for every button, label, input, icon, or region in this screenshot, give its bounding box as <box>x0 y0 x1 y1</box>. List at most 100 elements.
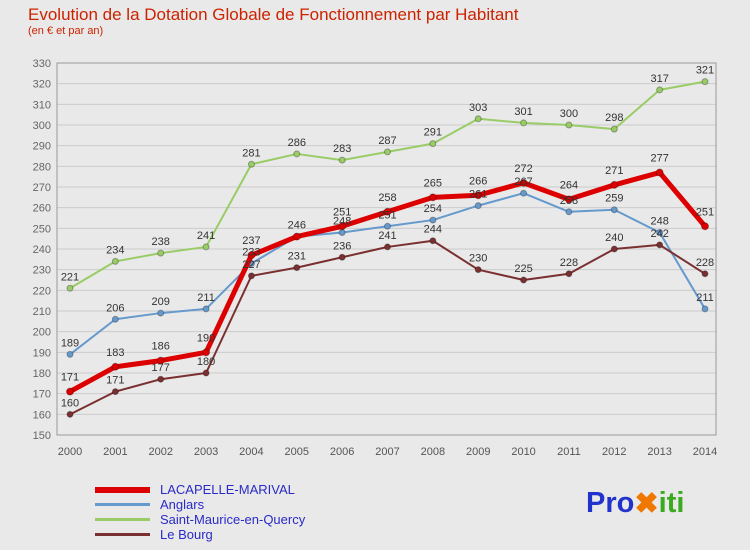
legend-label: Anglars <box>160 497 205 512</box>
y-tick-label: 240 <box>33 244 51 256</box>
data-point-le-bourg <box>247 272 255 280</box>
data-label: 259 <box>605 193 623 205</box>
data-label: 291 <box>424 127 442 139</box>
data-label: 238 <box>152 236 170 248</box>
legend-swatch-le-bourg <box>95 533 150 536</box>
data-label: 321 <box>696 65 714 77</box>
data-point-anglars <box>384 222 391 230</box>
data-point-anglars <box>656 228 664 236</box>
y-tick-label: 300 <box>33 120 51 132</box>
data-label: 271 <box>605 165 623 177</box>
data-point-saint-maurice-en-quercy <box>565 121 573 129</box>
x-tick-label: 2001 <box>103 446 127 458</box>
y-tick-label: 220 <box>33 285 51 297</box>
data-point-saint-maurice-en-quercy <box>429 140 437 148</box>
x-tick-label: 2005 <box>285 446 309 458</box>
proxiti-logo: Pro✖iti <box>586 486 684 521</box>
data-point-le-bourg <box>610 245 618 253</box>
data-label: 254 <box>424 203 442 215</box>
data-point-le-bourg <box>338 253 346 261</box>
data-point-saint-maurice-en-quercy <box>111 257 119 265</box>
data-label: 258 <box>378 192 396 204</box>
data-point-lacapelle-marival <box>111 362 120 371</box>
logo-text-iti: iti <box>658 487 685 519</box>
legend-item-saint-maurice-en-quercy: Saint-Maurice-en-Quercy <box>95 512 305 527</box>
data-label: 258 <box>560 195 578 207</box>
data-label: 251 <box>696 206 714 218</box>
data-label: 248 <box>650 215 668 227</box>
y-tick-label: 320 <box>33 79 51 91</box>
data-label: 228 <box>560 257 578 269</box>
data-point-le-bourg <box>384 243 391 251</box>
x-tick-label: 2014 <box>693 446 717 458</box>
y-tick-label: 210 <box>33 306 51 318</box>
x-tick-label: 2008 <box>421 446 445 458</box>
chart-subtitle: (en € et par an) <box>28 25 104 38</box>
data-point-lacapelle-marival <box>156 356 165 365</box>
data-point-lacapelle-marival <box>564 195 573 204</box>
data-label: 186 <box>152 341 170 353</box>
data-point-anglars <box>111 315 119 323</box>
data-point-anglars <box>66 350 74 358</box>
data-point-le-bourg <box>111 388 119 396</box>
series-line-le-bourg <box>69 239 706 416</box>
data-label: 225 <box>514 263 532 275</box>
y-tick-label: 230 <box>33 265 51 277</box>
x-tick-label: 2004 <box>239 446 263 458</box>
data-label: 221 <box>61 271 79 283</box>
data-label: 233 <box>242 246 260 258</box>
data-label: 227 <box>242 259 260 271</box>
data-point-le-bourg <box>656 241 664 249</box>
data-label: 183 <box>106 347 124 359</box>
y-tick-label: 260 <box>33 203 51 215</box>
data-point-le-bourg <box>157 375 165 383</box>
data-label: 234 <box>106 244 124 256</box>
y-tick-label: 160 <box>33 409 51 421</box>
data-point-lacapelle-marival <box>66 387 74 396</box>
data-point-saint-maurice-en-quercy <box>384 148 391 156</box>
legend-item-anglars: Anglars <box>95 497 305 512</box>
data-label: 303 <box>469 102 487 114</box>
legend-label: Le Bourg <box>160 527 213 542</box>
data-point-lacapelle-marival <box>610 180 619 189</box>
x-tick-label: 2003 <box>194 446 218 458</box>
y-tick-label: 330 <box>33 58 51 70</box>
chart-title: Evolution de la Dotation Globale de Fonc… <box>28 5 519 24</box>
line-chart: 150 160 170 180 190 200 210 220 230 240 250 260 270 2… <box>0 40 750 510</box>
data-label: 241 <box>378 230 396 242</box>
data-label: 180 <box>197 356 215 368</box>
data-point-saint-maurice-en-quercy <box>66 284 74 292</box>
data-point-le-bourg <box>429 237 437 245</box>
data-label: 189 <box>61 337 79 349</box>
x-tick-label: 2007 <box>375 446 399 458</box>
x-tick-label: 2010 <box>511 446 535 458</box>
data-label: 171 <box>106 375 124 387</box>
data-point-anglars <box>520 189 528 197</box>
data-point-le-bourg <box>66 410 74 418</box>
data-label: 211 <box>696 292 714 304</box>
data-label: 242 <box>650 228 668 240</box>
y-tick-label: 180 <box>33 368 51 380</box>
data-label: 246 <box>288 220 306 232</box>
data-point-anglars <box>474 202 482 210</box>
data-label: 281 <box>242 147 260 159</box>
data-point-saint-maurice-en-quercy <box>293 150 301 158</box>
data-label: 300 <box>560 108 578 120</box>
data-label: 206 <box>106 302 124 314</box>
data-point-lacapelle-marival <box>519 178 528 187</box>
data-label: 266 <box>469 175 487 187</box>
y-tick-label: 200 <box>33 327 51 339</box>
x-tick-label: 2011 <box>557 446 581 458</box>
data-point-saint-maurice-en-quercy <box>610 125 618 133</box>
series-line-lacapelle-marival <box>67 170 708 395</box>
data-label: 248 <box>333 215 351 227</box>
data-point-anglars <box>565 208 573 216</box>
legend-swatch-anglars <box>95 503 150 506</box>
data-point-lacapelle-marival <box>202 348 211 357</box>
data-point-saint-maurice-en-quercy <box>520 119 528 127</box>
data-label: 264 <box>560 179 578 191</box>
data-label: 211 <box>197 292 215 304</box>
data-label: 301 <box>514 106 532 118</box>
data-label: 298 <box>605 112 623 124</box>
data-point-anglars <box>701 305 709 313</box>
